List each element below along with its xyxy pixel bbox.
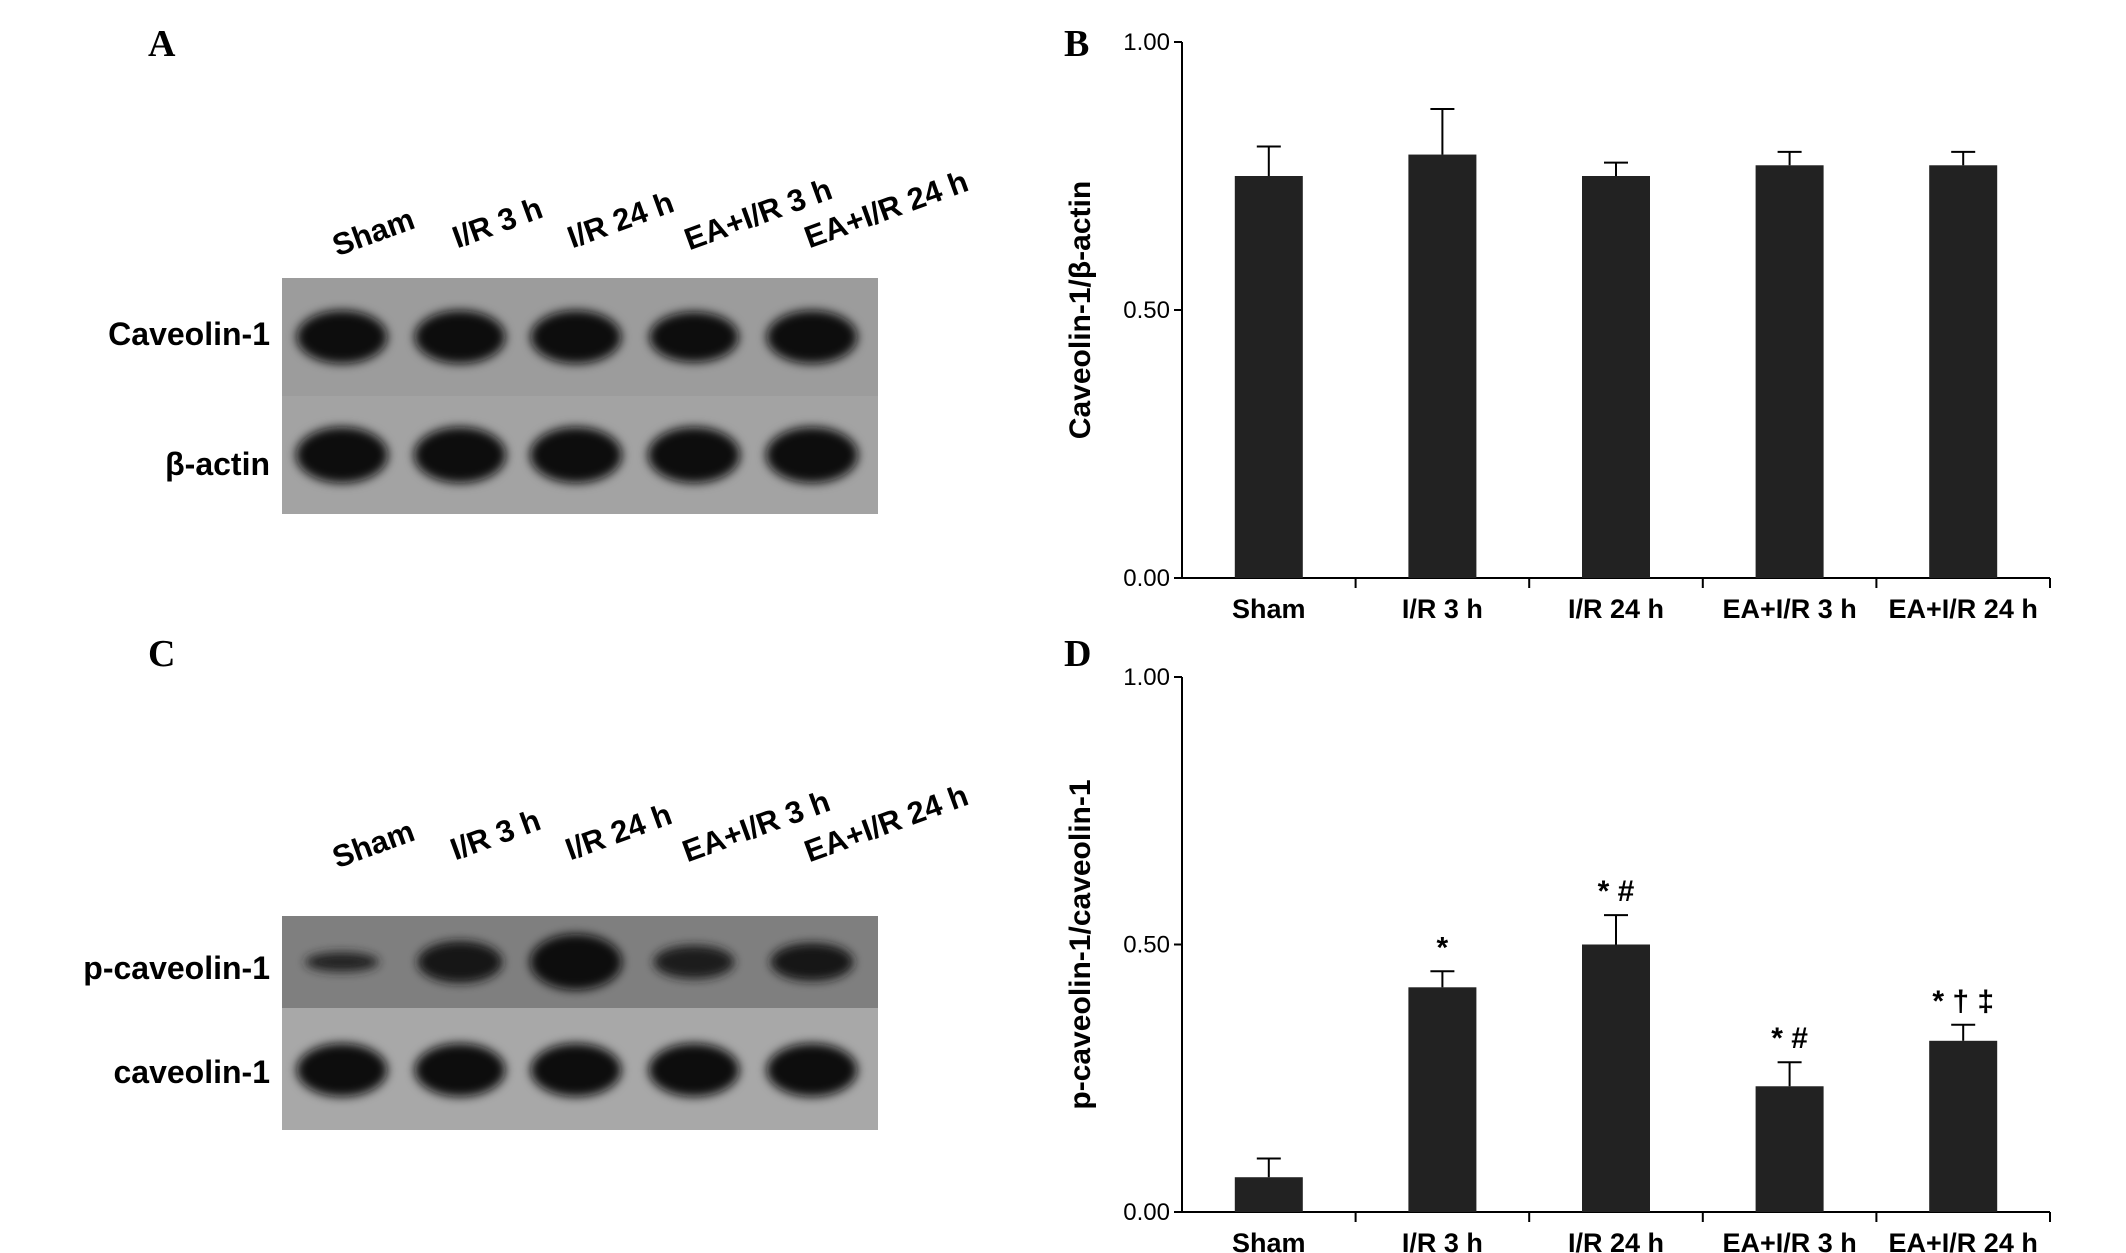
bar-0	[1234, 176, 1303, 578]
blot-label-p-caveolin-1: p-caveolin-1	[83, 950, 270, 986]
y-tick-label: 1.00	[1123, 29, 1170, 56]
blot-label-caveolin-1-c: caveolin-1	[113, 1054, 270, 1090]
blot-band-bandsA-1-0	[296, 427, 388, 483]
y-tick-label: 0.50	[1123, 932, 1170, 959]
blot-image-c	[282, 916, 878, 1130]
blot-band-bandsC-0-3	[653, 945, 735, 979]
x-tick-label: I/R 24 h	[1568, 594, 1664, 624]
blot-label-caveolin-1: Caveolin-1	[108, 316, 270, 352]
blot-band-bandsC-0-2	[530, 934, 622, 990]
y-tick-label: 0.00	[1123, 565, 1170, 592]
blot-band-bandsA-0-2	[530, 310, 622, 364]
blot-band-bandsC-0-4	[770, 942, 854, 982]
blot-band-bandsA-1-4	[766, 427, 858, 483]
blot-band-bandsA-0-0	[296, 310, 388, 364]
x-tick-label: I/R 3 h	[1402, 594, 1483, 624]
x-tick-label: I/R 24 h	[1568, 1228, 1664, 1253]
x-tick-label: EA+I/R 3 h	[1722, 1228, 1856, 1253]
blot-band-bandsA-1-3	[648, 427, 740, 483]
blot-band-bandsA-0-1	[414, 310, 506, 364]
significance-annotation: * #	[1771, 1022, 1808, 1055]
bar-0	[1234, 1177, 1303, 1212]
y-tick-label: 1.00	[1123, 664, 1170, 691]
significance-annotation: * #	[1598, 875, 1635, 908]
bar-4	[1929, 1040, 1998, 1212]
blot-band-bandsC-0-1	[417, 941, 503, 983]
x-tick-label: Sham	[1232, 594, 1306, 624]
y-tick-label: 0.00	[1123, 1199, 1170, 1226]
blot-label-beta-actin: β-actin	[165, 446, 270, 482]
y-axis-label: p-caveolin-1/caveolin-1	[1064, 779, 1097, 1109]
panel-letter-d: D	[1064, 633, 1092, 675]
bar-3	[1755, 1086, 1824, 1212]
y-tick-label: 0.50	[1123, 297, 1170, 324]
x-tick-label: EA+I/R 24 h	[1889, 594, 2038, 624]
blot-band-bandsC-1-3	[648, 1043, 740, 1097]
bar-4	[1929, 165, 1998, 578]
bar-3	[1755, 165, 1824, 578]
blot-band-bandsC-1-4	[766, 1043, 858, 1097]
blot-band-bandsC-0-0	[305, 952, 379, 972]
significance-annotation: * † ‡	[1932, 985, 1994, 1018]
x-tick-label: Sham	[1232, 1228, 1306, 1253]
x-tick-label: EA+I/R 3 h	[1722, 594, 1856, 624]
blot-band-bandsA-1-2	[530, 427, 622, 483]
bar-2	[1582, 176, 1650, 578]
blot-band-bandsA-1-1	[414, 427, 506, 483]
blot-band-bandsC-1-1	[414, 1043, 506, 1097]
blot-band-bandsA-0-4	[766, 310, 858, 364]
panel-letter-c: C	[148, 633, 176, 675]
bar-1	[1408, 154, 1477, 578]
panel-letter-a: A	[148, 23, 176, 65]
bar-2	[1582, 944, 1650, 1212]
significance-annotation: *	[1437, 931, 1449, 964]
x-tick-label: I/R 3 h	[1402, 1228, 1483, 1253]
blot-band-bandsC-1-2	[530, 1043, 622, 1097]
panel-letter-b: B	[1064, 23, 1090, 65]
bar-1	[1408, 987, 1477, 1212]
x-tick-label: EA+I/R 24 h	[1889, 1228, 2038, 1253]
blot-band-bandsC-1-0	[296, 1043, 388, 1097]
y-axis-label: Caveolin-1/β-actin	[1064, 181, 1097, 439]
blot-band-bandsA-0-3	[649, 311, 739, 363]
blot-image-a	[282, 278, 878, 514]
